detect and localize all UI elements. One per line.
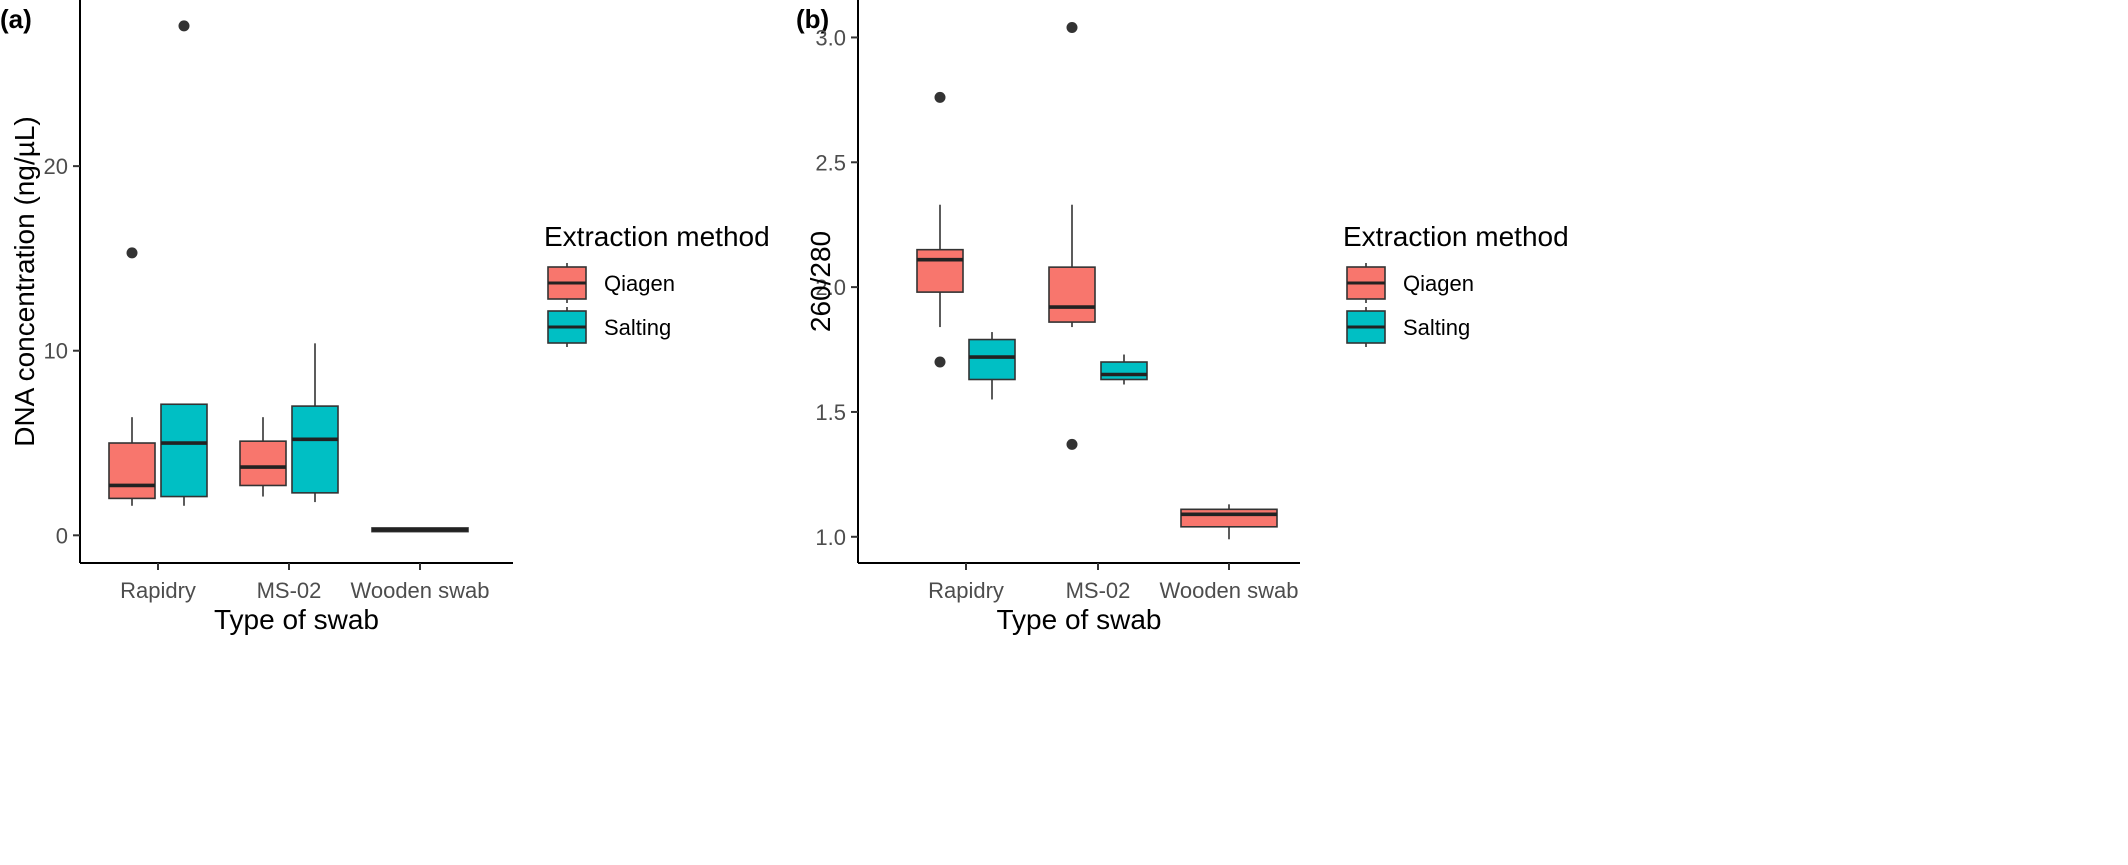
- y-axis-title: DNA concentration (ng/µL): [9, 116, 40, 447]
- legend: Extraction method Qiagen Salting: [544, 221, 770, 347]
- y-tick-label: 1.5: [815, 400, 846, 425]
- outlier-point: [1066, 21, 1078, 33]
- x-tick-label: MS-02: [257, 578, 322, 603]
- legend-title: Extraction method: [1343, 221, 1569, 252]
- box-body: [1048, 266, 1096, 323]
- legend-key-qiagen: [1346, 263, 1386, 303]
- y-tick-label: 2.5: [815, 150, 846, 175]
- legend-label: Salting: [604, 315, 671, 340]
- x-tick-label: Wooden swab: [350, 578, 489, 603]
- x-tick-label: Rapidry: [120, 578, 196, 603]
- box-salting-rapidry: [968, 332, 1016, 400]
- box-body: [239, 440, 287, 487]
- chart-panel-2: (b) 1.0 1.5 2.0 2.5 3.0 Rapidry MS-02 Wooden swa…: [796, 0, 1569, 635]
- outlier-point: [934, 91, 946, 103]
- box-qiagen-wooden-swab: [1180, 504, 1278, 540]
- legend-key-qiagen: [547, 263, 587, 303]
- box-body: [916, 248, 964, 293]
- box-qiagen-rapidry: [916, 91, 964, 368]
- x-tick-label: Wooden swab: [1159, 578, 1298, 603]
- box-body: [160, 403, 208, 498]
- y-tick-label: 0: [56, 523, 68, 548]
- box-body: [291, 405, 339, 494]
- y-tick-label: 20: [44, 154, 68, 179]
- legend-title: Extraction method: [544, 221, 770, 252]
- legend: Extraction method Qiagen Salting: [1343, 221, 1569, 347]
- y-tick-label: 3.0: [815, 25, 846, 50]
- box-body: [968, 338, 1016, 381]
- box-salting-ms-02: [1100, 354, 1148, 385]
- outlier-point: [126, 247, 138, 259]
- box-qiagen-ms-02: [1048, 21, 1096, 450]
- outlier-point: [934, 356, 946, 368]
- box-body: [1100, 361, 1148, 381]
- x-axis-title: Type of swab: [214, 604, 379, 635]
- x-axis-title: Type of swab: [997, 604, 1162, 635]
- box-body: [1180, 508, 1278, 528]
- x-tick-label: MS-02: [1066, 578, 1131, 603]
- y-axis-title: 260/280: [805, 231, 836, 332]
- x-tick-label: Rapidry: [928, 578, 1004, 603]
- y-tick-label: 2.0: [815, 275, 846, 300]
- box-qiagen-rapidry: [108, 247, 156, 506]
- panel-label: (b): [796, 4, 829, 34]
- legend-label: Qiagen: [1403, 271, 1474, 296]
- y-tick-label: 10: [44, 339, 68, 364]
- outlier-point: [1066, 438, 1078, 450]
- box-qiagen-ms-02: [239, 417, 287, 497]
- outlier-point: [178, 20, 190, 32]
- legend-label: Qiagen: [604, 271, 675, 296]
- legend-key-salting: [1346, 307, 1386, 347]
- legend-label: Salting: [1403, 315, 1470, 340]
- box-salting-ms-02: [291, 343, 339, 503]
- y-tick-label: 1.0: [815, 525, 846, 550]
- box-body: [108, 442, 156, 500]
- panel-label: (a): [0, 4, 32, 34]
- legend-key-salting: [547, 307, 587, 347]
- box-salting-rapidry: [160, 20, 208, 506]
- box-qiagen-wooden-swab: [371, 527, 469, 533]
